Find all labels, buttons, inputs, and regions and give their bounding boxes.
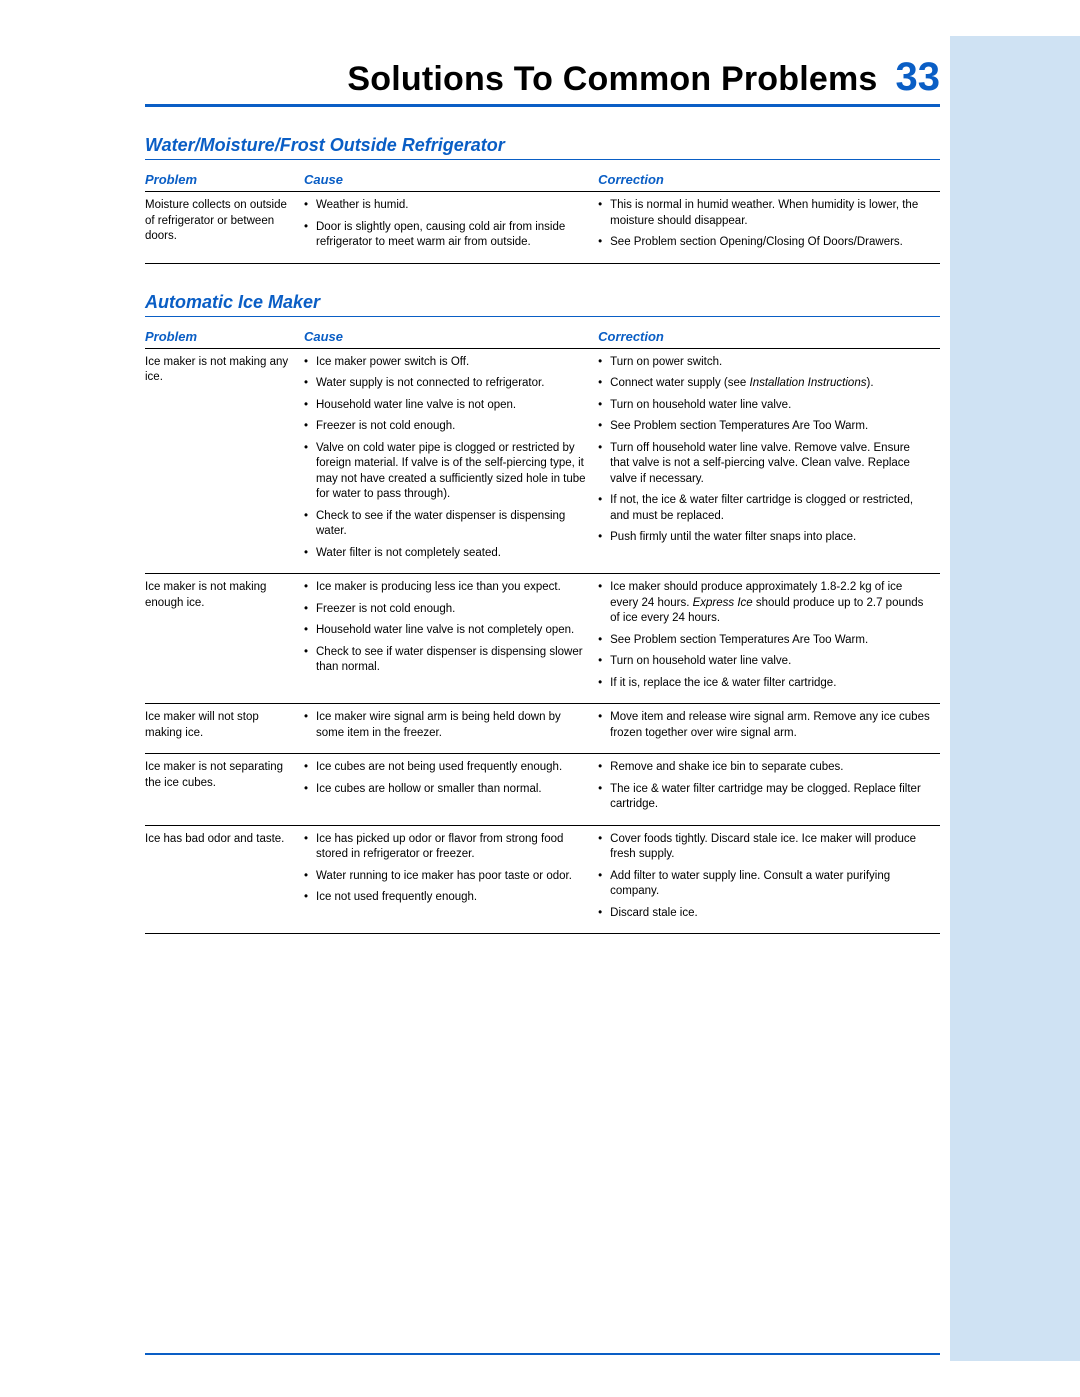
cause-item: Ice not used frequently enough.: [304, 890, 588, 906]
page-content: Solutions To Common Problems 33 Water/Mo…: [145, 55, 940, 934]
cause-cell: Ice maker power switch is Off. Water supp…: [304, 348, 598, 574]
cause-item: Household water line valve is not open.: [304, 398, 588, 414]
page-number: 33: [896, 55, 941, 100]
correction-cell: Move item and release wire signal arm. R…: [598, 704, 940, 754]
side-band: [950, 36, 1080, 1361]
troubleshoot-table: ProblemCauseCorrection Moisture collects …: [145, 168, 940, 264]
problem-cell: Moisture collects on outside of refriger…: [145, 192, 304, 264]
problem-cell: Ice maker is not making any ice.: [145, 348, 304, 574]
correction-item: Turn off household water line valve. Rem…: [598, 441, 930, 488]
title-row: Solutions To Common Problems 33: [145, 55, 940, 107]
correction-cell: This is normal in humid weather. When hu…: [598, 192, 940, 264]
correction-item: Cover foods tightly. Discard stale ice. …: [598, 832, 930, 863]
cause-item: Weather is humid.: [304, 198, 588, 214]
correction-item: See Problem section Opening/Closing Of D…: [598, 235, 930, 251]
col-header-correction: Correction: [598, 325, 940, 349]
cause-cell: Ice maker is producing less ice than you…: [304, 574, 598, 704]
table-row: Ice maker is not making enough ice.Ice m…: [145, 574, 940, 704]
cause-item: Ice cubes are not being used frequently …: [304, 760, 588, 776]
col-header-problem: Problem: [145, 168, 304, 192]
col-header-cause: Cause: [304, 168, 598, 192]
cause-item: Freezer is not cold enough.: [304, 602, 588, 618]
correction-cell: Cover foods tightly. Discard stale ice. …: [598, 825, 940, 934]
correction-cell: Turn on power switch. Connect water suppl…: [598, 348, 940, 574]
table-row: Ice has bad odor and taste.Ice has picke…: [145, 825, 940, 934]
cause-cell: Weather is humid. Door is slightly open, …: [304, 192, 598, 264]
correction-item: If it is, replace the ice & water filter…: [598, 676, 930, 692]
correction-item: See Problem section Temperatures Are Too…: [598, 633, 930, 649]
correction-item: Discard stale ice.: [598, 906, 930, 922]
cause-item: Freezer is not cold enough.: [304, 419, 588, 435]
troubleshoot-table: ProblemCauseCorrectionIce maker is not m…: [145, 325, 940, 935]
table-row: Ice maker is not making any ice.Ice make…: [145, 348, 940, 574]
correction-cell: Ice maker should produce approximately 1…: [598, 574, 940, 704]
correction-item: See Problem section Temperatures Are Too…: [598, 419, 930, 435]
correction-item: Add filter to water supply line. Consult…: [598, 869, 930, 900]
problem-cell: Ice maker will not stop making ice.: [145, 704, 304, 754]
correction-item: Turn on power switch.: [598, 355, 930, 371]
cause-item: Door is slightly open, causing cold air …: [304, 220, 588, 251]
problem-cell: Ice has bad odor and taste.: [145, 825, 304, 934]
cause-item: Water running to ice maker has poor tast…: [304, 869, 588, 885]
cause-item: Water filter is not completely seated.: [304, 546, 588, 562]
page-title: Solutions To Common Problems: [347, 60, 877, 99]
cause-item: Check to see if water dispenser is dispe…: [304, 645, 588, 676]
section-heading: Water/Moisture/Frost Outside Refrigerato…: [145, 135, 940, 160]
cause-item: Ice maker is producing less ice than you…: [304, 580, 588, 596]
section-heading: Automatic Ice Maker: [145, 292, 940, 317]
correction-item: Connect water supply (see Installation I…: [598, 376, 930, 392]
table-row: Ice maker is not separating the ice cube…: [145, 754, 940, 826]
cause-item: Ice has picked up odor or flavor from st…: [304, 832, 588, 863]
cause-item: Valve on cold water pipe is clogged or r…: [304, 441, 588, 503]
col-header-correction: Correction: [598, 168, 940, 192]
correction-cell: Remove and shake ice bin to separate cub…: [598, 754, 940, 826]
correction-item: Remove and shake ice bin to separate cub…: [598, 760, 930, 776]
cause-cell: Ice maker wire signal arm is being held …: [304, 704, 598, 754]
correction-item: If not, the ice & water filter cartridge…: [598, 493, 930, 524]
correction-item: Push firmly until the water filter snaps…: [598, 530, 930, 546]
table-row: Moisture collects on outside of refriger…: [145, 192, 940, 264]
col-header-cause: Cause: [304, 325, 598, 349]
cause-item: Ice maker wire signal arm is being held …: [304, 710, 588, 741]
correction-item: This is normal in humid weather. When hu…: [598, 198, 930, 229]
correction-item: Move item and release wire signal arm. R…: [598, 710, 930, 741]
correction-item: Ice maker should produce approximately 1…: [598, 580, 930, 627]
correction-item: Turn on household water line valve.: [598, 654, 930, 670]
cause-cell: Ice cubes are not being used frequently …: [304, 754, 598, 826]
cause-item: Household water line valve is not comple…: [304, 623, 588, 639]
cause-cell: Ice has picked up odor or flavor from st…: [304, 825, 598, 934]
cause-item: Water supply is not connected to refrige…: [304, 376, 588, 392]
col-header-problem: Problem: [145, 325, 304, 349]
problem-cell: Ice maker is not making enough ice.: [145, 574, 304, 704]
correction-item: Turn on household water line valve.: [598, 398, 930, 414]
footer-rule: [145, 1353, 940, 1355]
problem-cell: Ice maker is not separating the ice cube…: [145, 754, 304, 826]
cause-item: Ice cubes are hollow or smaller than nor…: [304, 782, 588, 798]
cause-item: Ice maker power switch is Off.: [304, 355, 588, 371]
table-row: Ice maker will not stop making ice.Ice m…: [145, 704, 940, 754]
correction-item: The ice & water filter cartridge may be …: [598, 782, 930, 813]
cause-item: Check to see if the water dispenser is d…: [304, 509, 588, 540]
